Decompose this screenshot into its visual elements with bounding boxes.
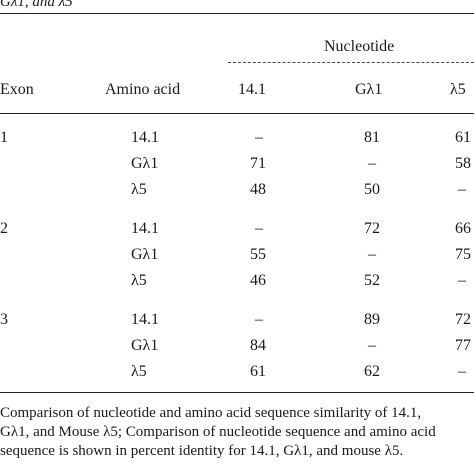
col-header-amino-acid: Amino acid [105, 81, 181, 98]
amino-acid-label: λ5 [131, 272, 147, 289]
table-footnote: Comparison of nucleotide and amino acid … [0, 404, 474, 461]
top-rule [0, 13, 474, 14]
table-cell: 89 [364, 311, 380, 328]
table-cell: – [368, 155, 376, 172]
table-cell: – [458, 272, 466, 289]
col-header-g-lambda-1: Gλ1 [355, 81, 383, 98]
table-cell: – [368, 246, 376, 263]
footnote-line: Gλ1, and Mouse λ5; Comparison of nucleot… [0, 424, 436, 440]
amino-acid-label: 14.1 [131, 311, 159, 328]
amino-acid-label: Gλ1 [131, 246, 159, 263]
table-cell: 48 [250, 181, 266, 198]
table-cell: – [255, 129, 263, 146]
table-cell: – [368, 337, 376, 354]
amino-acid-label: 14.1 [131, 220, 159, 237]
table-cell: – [458, 363, 466, 380]
nucleotide-group-rule [228, 62, 474, 63]
exon-label: 3 [0, 311, 8, 328]
table-cell: 66 [455, 220, 471, 237]
col-header-14-1: 14.1 [238, 81, 266, 98]
table-cell: 77 [455, 337, 471, 354]
table-cell: 71 [250, 155, 266, 172]
table-cell: 55 [250, 246, 266, 263]
table-cell: 72 [364, 220, 380, 237]
table-cell: 72 [455, 311, 471, 328]
table-cell: – [255, 311, 263, 328]
footnote-line: sequence is shown in percent identity fo… [0, 443, 404, 459]
table-cell: 75 [455, 246, 471, 263]
table-title-fragment: Gλ1, and λ5 [0, 0, 73, 10]
bottom-rule [0, 392, 474, 393]
col-header-lambda-5: λ5 [450, 81, 466, 98]
exon-label: 1 [0, 129, 8, 146]
nucleotide-group-header: Nucleotide [324, 38, 395, 55]
amino-acid-label: Gλ1 [131, 155, 159, 172]
table-cell: 58 [455, 155, 471, 172]
table-cell: 46 [250, 272, 266, 289]
exon-label: 2 [0, 220, 8, 237]
amino-acid-label: Gλ1 [131, 337, 159, 354]
table-cell: 50 [364, 181, 380, 198]
table-cell: – [255, 220, 263, 237]
table-cell: 84 [250, 337, 266, 354]
table-cell: 61 [250, 363, 266, 380]
col-header-exon: Exon [0, 81, 34, 98]
table-cell: 81 [364, 129, 380, 146]
header-rule [0, 113, 474, 114]
table-cell: 52 [364, 272, 380, 289]
table-cell: 61 [455, 129, 471, 146]
amino-acid-label: λ5 [131, 363, 147, 380]
table-cell: 62 [364, 363, 380, 380]
amino-acid-label: λ5 [131, 181, 147, 198]
table-cell: – [458, 181, 466, 198]
footnote-line: Comparison of nucleotide and amino acid … [0, 405, 422, 421]
amino-acid-label: 14.1 [131, 129, 159, 146]
